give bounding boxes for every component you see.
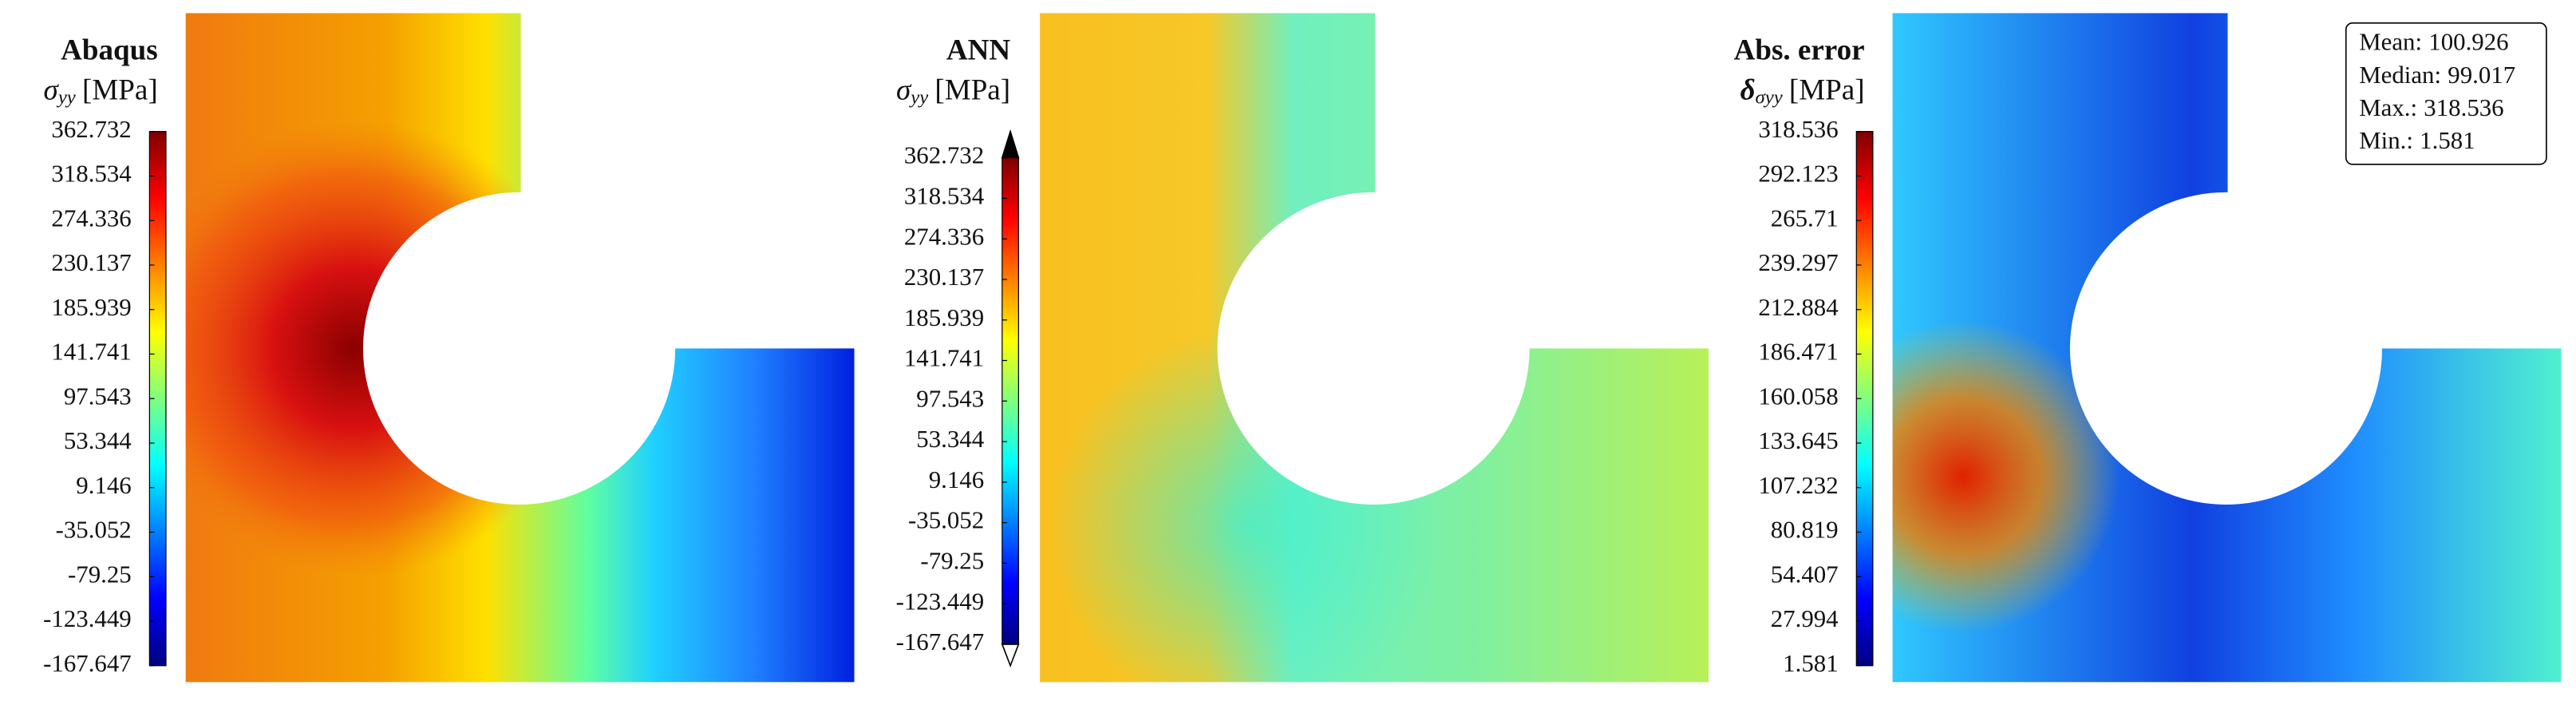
panel-title: Abs. error (1734, 34, 1865, 66)
hole (1217, 192, 1530, 505)
colorbar-tick-label: 9.146 (929, 465, 984, 493)
label-unit: [MPa] (934, 73, 1010, 106)
colorbar-tick-label: 27.994 (1771, 604, 1839, 632)
stats-label: Median: (2359, 61, 2441, 89)
stats-value: 318.536 (2424, 93, 2503, 121)
colorbar-tick-label: 9.146 (76, 471, 131, 499)
colorbar-extend-min (1001, 644, 1020, 668)
colorbar-tick-label: 318.534 (904, 181, 984, 209)
stats-line: Mean: 100.926 (2359, 28, 2508, 56)
colorbar-label: σyy [MPa] (896, 73, 1010, 108)
stats-value: 100.926 (2428, 28, 2508, 56)
colorbar-tick-label: 133.645 (1758, 426, 1838, 454)
colorbar-tick-label: -123.449 (43, 604, 132, 632)
label-subscript: σyy (1756, 86, 1783, 108)
stats-line: Max.: 318.536 (2359, 93, 2503, 121)
label-subscript: yy (908, 86, 928, 108)
colorbar-tick-label: 186.471 (1758, 338, 1838, 366)
stats-label: Min.: (2359, 126, 2413, 154)
colorbar-tick-label: 212.884 (1758, 293, 1838, 321)
colorbar-label: σyy [MPa] (44, 73, 158, 108)
stats-line: Min.: 1.581 (2359, 126, 2475, 154)
colorbar-tick-label: 239.297 (1758, 248, 1838, 276)
colorbar-tick-label: 80.819 (1771, 516, 1839, 544)
hole (2069, 192, 2383, 505)
stats-label: Max.: (2359, 93, 2417, 121)
colorbar-tick-label: 230.137 (904, 263, 984, 291)
label-symbol: δ (1740, 73, 1756, 106)
colorbar-tick-label: 53.344 (64, 426, 132, 454)
colorbar-tick-label: 107.232 (1758, 471, 1838, 499)
colorbar-extend-max (1001, 129, 1020, 159)
colorbar-tick-label: 265.71 (1771, 204, 1839, 232)
colorbar-tick-label: -123.449 (896, 587, 985, 615)
colorbar-tick-label: 318.536 (1758, 115, 1838, 143)
hole (362, 192, 676, 505)
colorbar-tick-label: 160.058 (1758, 382, 1838, 410)
colorbar-tick-label: 274.336 (904, 222, 984, 250)
label-symbol: σ (44, 73, 60, 106)
panel-title: Abaqus (61, 34, 158, 66)
colorbar-tick-label: 54.407 (1771, 560, 1839, 588)
colorbar-tick-label: 362.732 (904, 141, 984, 169)
colorbar-tick-label: -79.25 (920, 546, 984, 574)
panel-title: ANN (946, 34, 1011, 66)
colorbar-tick-label: -167.647 (896, 628, 985, 655)
colorbar-tick-label: -167.647 (43, 649, 132, 677)
colorbar-label: δσyy [MPa] (1740, 73, 1865, 108)
colorbar-tick-label: 97.543 (916, 384, 984, 412)
stats-box (2345, 22, 2547, 165)
colorbar-tick-label: 362.732 (51, 115, 131, 143)
stats-label: Mean: (2359, 28, 2422, 56)
colorbar-tick-label: 185.939 (51, 293, 131, 321)
label-unit: [MPa] (82, 73, 158, 106)
colorbar-tick-label: -35.052 (908, 506, 984, 534)
label-unit: [MPa] (1789, 73, 1865, 106)
colorbar-tick-label: 230.137 (51, 248, 131, 276)
colorbar-tick-label: -35.052 (56, 516, 132, 544)
colorbar-tick-label: 141.741 (51, 338, 131, 366)
colorbar-tick-label: 274.336 (51, 204, 131, 232)
colorbar-tick-label: 185.939 (904, 303, 984, 331)
stats-value: 1.581 (2420, 126, 2475, 154)
colorbar-tick-label: 318.534 (51, 160, 131, 188)
stats-value: 99.017 (2448, 61, 2515, 89)
colorbar-tick-label: 292.123 (1758, 160, 1838, 188)
colorbar-tick-label: -79.25 (68, 560, 132, 588)
label-subscript: yy (56, 86, 76, 108)
colorbar-tick-label: 53.344 (916, 425, 984, 453)
colorbar-tick-label: 141.741 (904, 344, 984, 372)
label-symbol: σ (896, 73, 912, 106)
colorbar-tick-label: 1.581 (1783, 649, 1838, 677)
stats-line: Median: 99.017 (2359, 61, 2515, 89)
colorbar-tick-label: 97.543 (64, 382, 132, 410)
